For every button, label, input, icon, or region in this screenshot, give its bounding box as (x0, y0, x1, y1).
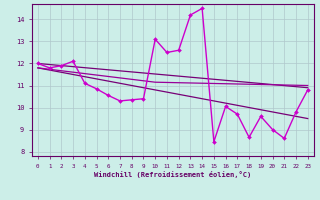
X-axis label: Windchill (Refroidissement éolien,°C): Windchill (Refroidissement éolien,°C) (94, 171, 252, 178)
